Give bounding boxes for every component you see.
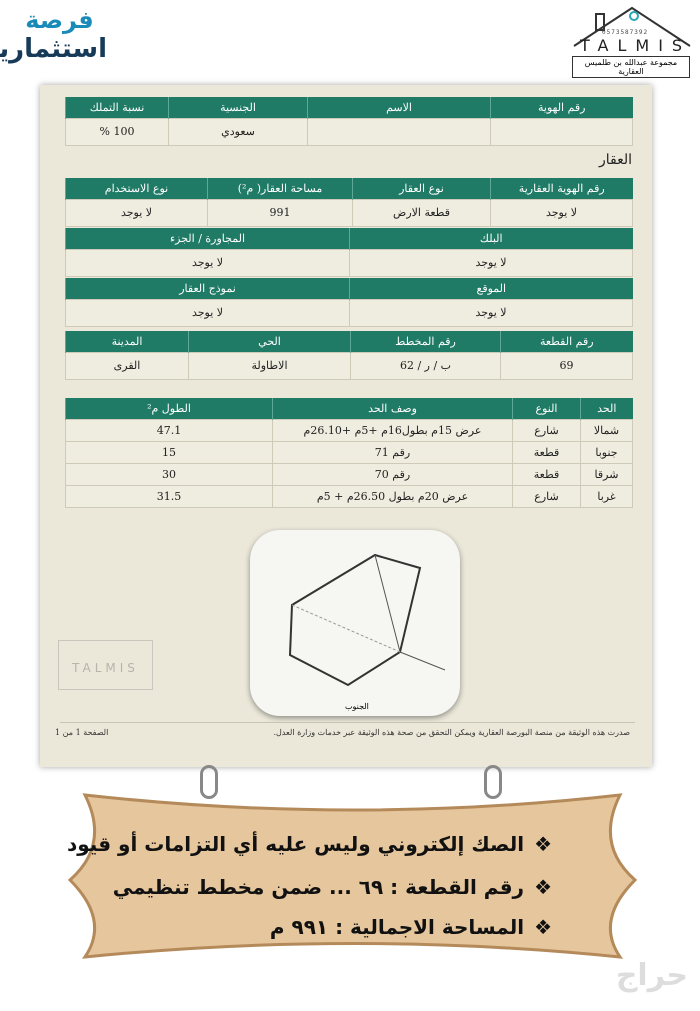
header-cell: النوع <box>512 398 581 419</box>
talmis-watermark: TALMIS <box>58 640 153 690</box>
table-row: شرقا قطعة رقم 70 30 <box>65 462 633 486</box>
header-cell: مساحة العقار( م²) <box>207 178 353 199</box>
header-cell: البلك <box>349 228 633 249</box>
cell: لا يوجد <box>349 248 633 277</box>
cell: ب / ر / 62 <box>350 351 501 380</box>
sign-line: ❖الصك إلكتروني وليس عليه أي التزامات أو … <box>67 832 552 856</box>
cell: 100 % <box>65 117 169 146</box>
header-cell: الحي <box>188 331 351 352</box>
cell: شارع <box>512 418 581 442</box>
south-label: الجنوب <box>345 702 369 711</box>
talmis-logo: 0573587392 TALMIS مجموعة عبدالله بن طلمي… <box>570 4 692 78</box>
property-table: رقم الهوية العقارية نوع العقار مساحة العقا… <box>65 178 633 227</box>
cell: الاطاولة <box>188 351 351 380</box>
cell: شرقا <box>580 462 633 486</box>
header-cell: رقم الهوية <box>490 97 633 118</box>
owners-table: رقم الهوية الاسم الجنسية نسبة التملك سعودي 1… <box>65 97 633 146</box>
block-table: البلك المجاورة / الجزء لا يوجد لا يوجد <box>65 228 633 277</box>
header-cell: نوع العقار <box>352 178 491 199</box>
section-title: العقار <box>598 152 632 168</box>
cell: لا يوجد <box>349 298 633 327</box>
haraj-watermark: حراج <box>615 958 688 993</box>
header-cell: الاسم <box>307 97 491 118</box>
cell: 69 <box>500 351 633 380</box>
sign-line: ❖رقم القطعة : ٦٩ ... ضمن مخطط تنظيمي <box>112 875 552 899</box>
cell: 30 <box>65 462 273 486</box>
cell: لا يوجد <box>65 248 350 277</box>
header-cell: نموذج العقار <box>65 278 350 299</box>
plot-table: رقم القطعة رقم المخطط الحي المدينة 69 ب / ر … <box>65 331 633 380</box>
header-cell: رقم المخطط <box>350 331 501 352</box>
cell: قطعة الارض <box>352 198 491 227</box>
wooden-sign <box>65 785 640 965</box>
cell: شمالا <box>580 418 633 442</box>
header-cell: المجاورة / الجزء <box>65 228 350 249</box>
header-cell: الحد <box>580 398 633 419</box>
header-cell: المدينة <box>65 331 189 352</box>
divider <box>60 722 635 723</box>
cell: قطعة <box>512 462 581 486</box>
table-row: غربا شارع عرض 20م بطول 26.50م + 5م 31.5 <box>65 484 633 508</box>
cell <box>490 117 633 146</box>
header-cell: نوع الاستخدام <box>65 178 208 199</box>
cell: لا يوجد <box>490 198 633 227</box>
cell: لا يوجد <box>65 198 208 227</box>
header-cell: رقم الهوية العقارية <box>490 178 633 199</box>
cell: جنوبا <box>580 440 633 464</box>
plot-sketch: الجنوب <box>250 530 460 716</box>
header-cell: وصف الحد <box>272 398 513 419</box>
header-cell: نسبة التملك <box>65 97 169 118</box>
cell: 15 <box>65 440 273 464</box>
header-cell: الجنسية <box>168 97 308 118</box>
cell: رقم 71 <box>272 440 513 464</box>
page-number: الصفحة 1 من 1 <box>55 728 109 737</box>
table-row: جنوبا قطعة رقم 71 15 <box>65 440 633 464</box>
sign-line: ❖المساحة الاجمالية : ٩٩١ م <box>269 915 552 939</box>
cell: عرض 20م بطول 26.50م + 5م <box>272 484 513 508</box>
location-table: الموقع نموذج العقار لا يوجد لا يوجد <box>65 278 633 327</box>
cell: سعودي <box>168 117 308 146</box>
header-cell: الموقع <box>349 278 633 299</box>
header-cell: رقم القطعة <box>500 331 633 352</box>
cell: 31.5 <box>65 484 273 508</box>
footer-note: صدرت هذه الوثيقة من منصة البورصة العقاري… <box>273 728 630 737</box>
cell <box>307 117 491 146</box>
cell: رقم 70 <box>272 462 513 486</box>
header-cell: الطول م² <box>65 398 273 419</box>
cell: 47.1 <box>65 418 273 442</box>
cell: لا يوجد <box>65 298 350 327</box>
cell: قطعة <box>512 440 581 464</box>
forsa-logo: فرصة استثمارية <box>0 6 107 64</box>
cell: القرى <box>65 351 189 380</box>
cell: 991 <box>207 198 353 227</box>
hanger-ring <box>200 765 218 799</box>
cell: شارع <box>512 484 581 508</box>
cell: غربا <box>580 484 633 508</box>
hanger-ring <box>484 765 502 799</box>
cell: عرض 15م بطول16م +5م +26.10م <box>272 418 513 442</box>
boundaries-table: الحد النوع وصف الحد الطول م² شمالا شارع عرض 1… <box>65 398 633 508</box>
table-row: شمالا شارع عرض 15م بطول16م +5م +26.10م 47.1 <box>65 418 633 442</box>
